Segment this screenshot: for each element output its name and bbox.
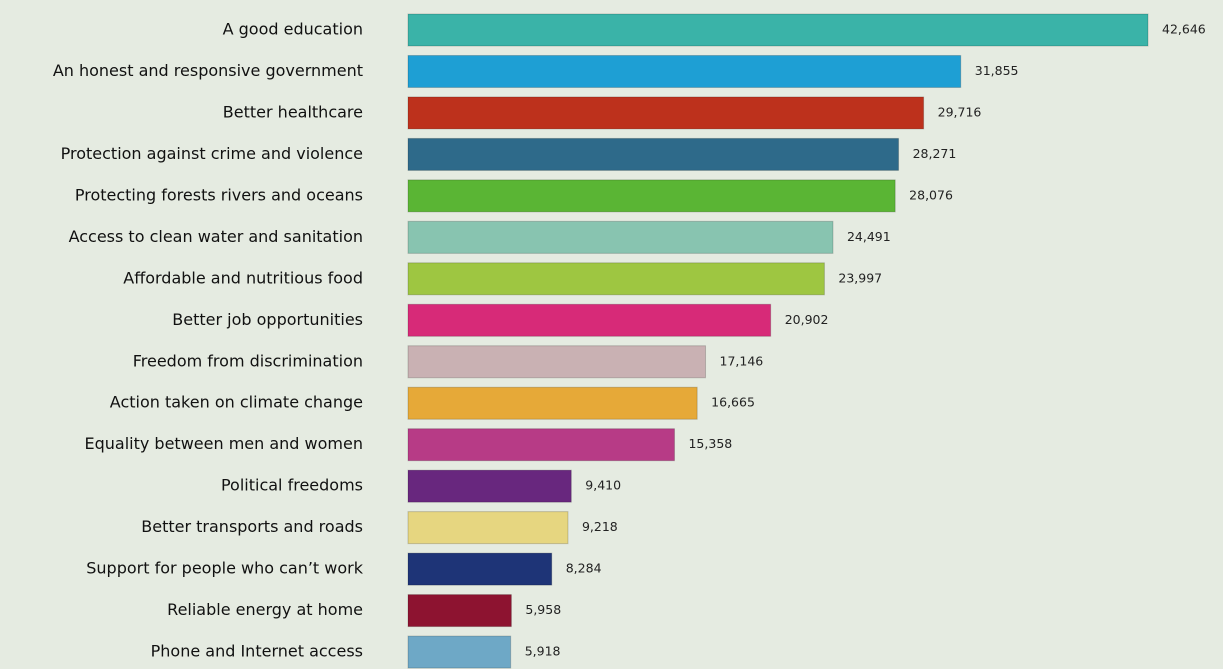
value-label: 29,716 [938, 104, 982, 119]
category-label: An honest and responsive government [53, 61, 363, 80]
bar [407, 220, 834, 254]
category-label: A good education [223, 20, 363, 39]
category-label: Freedom from discrimination [133, 351, 363, 370]
bar [407, 96, 925, 130]
category-label: Access to clean water and sanitation [69, 227, 363, 246]
bar [407, 345, 707, 379]
value-label: 15,358 [688, 436, 732, 451]
value-label: 23,997 [838, 270, 882, 285]
bar [407, 511, 569, 545]
category-label: Political freedoms [221, 476, 363, 495]
category-label: Better transports and roads [141, 517, 363, 536]
category-label: Support for people who can’t work [86, 559, 363, 578]
value-label: 16,665 [711, 395, 755, 410]
bar [407, 179, 896, 213]
bar [407, 13, 1149, 47]
category-label: Better healthcare [223, 102, 363, 121]
category-label: Better job opportunities [172, 310, 363, 329]
value-label: 20,902 [785, 312, 829, 327]
bar [407, 54, 962, 88]
category-label: Affordable and nutritious food [123, 268, 363, 287]
value-label: 28,076 [909, 187, 953, 202]
value-label: 9,218 [582, 519, 618, 534]
value-label: 5,918 [525, 644, 561, 659]
bar [407, 262, 825, 296]
category-label: Protection against crime and violence [61, 144, 363, 163]
value-label: 8,284 [566, 561, 602, 576]
value-label: 42,646 [1162, 22, 1206, 37]
bar [407, 428, 675, 462]
value-label: 17,146 [720, 353, 764, 368]
value-label: 28,271 [913, 146, 957, 161]
bar [407, 552, 553, 586]
bar [407, 386, 698, 420]
value-label: 5,958 [525, 602, 561, 617]
bar [407, 635, 512, 669]
value-label: 9,410 [585, 478, 621, 493]
category-label: Phone and Internet access [151, 642, 363, 661]
value-label: 31,855 [975, 63, 1019, 78]
category-label: Protecting forests rivers and oceans [75, 185, 363, 204]
bar [407, 594, 512, 628]
bar [407, 469, 572, 503]
category-label: Equality between men and women [85, 434, 364, 453]
category-label: Reliable energy at home [167, 600, 363, 619]
bar [407, 137, 900, 171]
category-label: Action taken on climate change [110, 393, 363, 412]
value-label: 24,491 [847, 229, 891, 244]
bar [407, 303, 772, 337]
